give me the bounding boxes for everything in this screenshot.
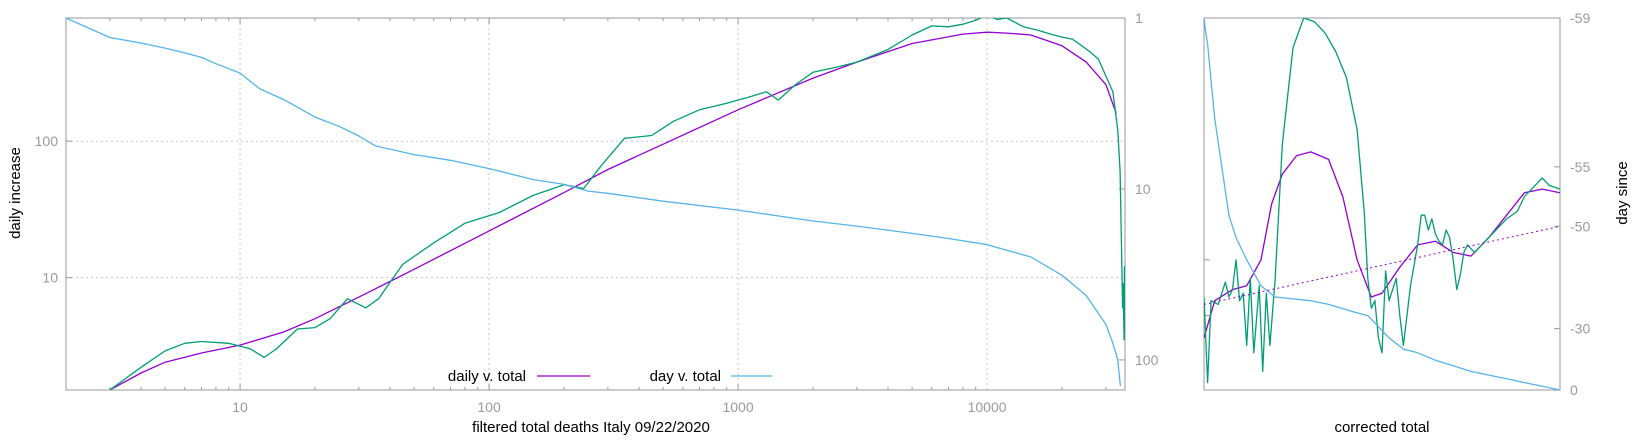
series-line-1 xyxy=(109,18,1125,390)
side-y2-tick-label: -55 xyxy=(1570,159,1590,175)
y2-tick-label: 1 xyxy=(1135,10,1143,26)
side-y2-axis-label: day since xyxy=(1614,161,1631,224)
y-axis-label: daily increase xyxy=(7,147,24,239)
main-chart-panel: 10 100 1000 10000 10 100 1 10 100 xyxy=(35,10,1159,415)
x-tick-label: 100 xyxy=(477,399,501,415)
legend: daily v. total day v. total xyxy=(448,368,772,385)
x-tick-label: 10 xyxy=(232,399,248,415)
series-line-2 xyxy=(66,18,1122,386)
side-y2-tick-label: 0 xyxy=(1570,382,1578,398)
side-series-line-1 xyxy=(1204,18,1560,384)
legend-label-daily: daily v. total xyxy=(448,368,526,385)
plot-frame xyxy=(65,17,1126,391)
y-tick-label: 10 xyxy=(42,270,58,286)
y2-tick-label: 100 xyxy=(1135,352,1159,368)
side-x-axis-label: corrected total xyxy=(1334,419,1429,436)
side-chart-panel: 0 -30 -50 -55 -59 xyxy=(1203,10,1590,398)
x-tick-label: 1000 xyxy=(722,399,753,415)
side-series-line-3 xyxy=(1204,225,1560,305)
legend-label-day: day v. total xyxy=(650,368,721,385)
side-y2-tick-label: -59 xyxy=(1570,10,1590,26)
x-axis-label: filtered total deaths Italy 09/22/2020 xyxy=(472,419,710,436)
side-y2-tick-label: -30 xyxy=(1570,321,1590,337)
y2-tick-label: 10 xyxy=(1135,181,1151,197)
series-line-0 xyxy=(109,31,1117,390)
side-series-line-2 xyxy=(1204,18,1560,390)
x-tick-label: 10000 xyxy=(968,399,1007,415)
side-y2-tick-label: -50 xyxy=(1570,218,1590,234)
side-plot-frame xyxy=(1203,17,1561,391)
y-tick-label: 100 xyxy=(35,133,59,149)
